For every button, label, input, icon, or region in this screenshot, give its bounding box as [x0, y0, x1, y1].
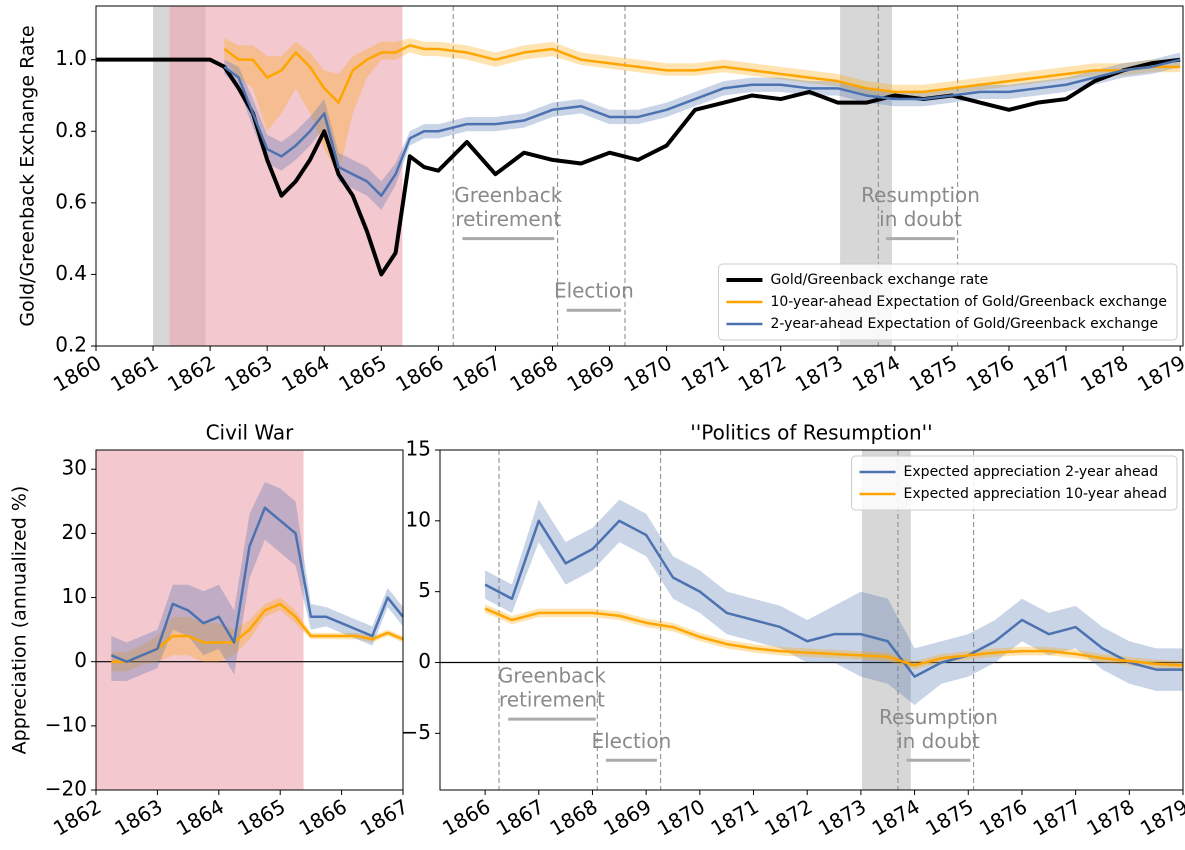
panel-title: ''Politics of Resumption''	[690, 421, 932, 445]
x-tick-label: 1862	[49, 794, 105, 840]
y-tick-label: 5	[418, 578, 431, 602]
legend-box	[851, 455, 1178, 511]
annotation-text: in doubt	[879, 207, 962, 231]
confidence-band	[224, 38, 1181, 175]
y-tick-label: 15	[406, 437, 431, 461]
annotation-text: Election	[591, 729, 671, 753]
panel-title: Civil War	[206, 421, 295, 445]
axes-frame	[95, 5, 1184, 347]
y-tick-label: 20	[62, 520, 87, 544]
series-line	[96, 57, 1181, 277]
y-tick-label: −10	[45, 712, 87, 736]
annotation-text: Resumption	[861, 183, 980, 207]
x-tick-label: 1864	[172, 794, 228, 840]
x-tick-label: 1870	[620, 350, 676, 396]
y-tick-label: 0	[74, 648, 87, 672]
y-tick-label: 1.0	[55, 46, 87, 70]
x-tick-label: 1863	[111, 794, 167, 840]
x-tick-label: 1867	[356, 794, 412, 840]
panel: 1862 1863 1864 1865 1866 1867 −20 −10 0 10 20 30 App…	[9, 421, 413, 841]
axes-frame	[95, 449, 404, 791]
x-tick-label: 1865	[233, 794, 289, 840]
annotation-text: Greenback	[454, 183, 563, 207]
annotation-text: retirement	[499, 688, 605, 712]
x-tick-label: 1863	[220, 350, 276, 396]
x-tick-label: 1874	[868, 794, 924, 840]
x-tick-label: 1866	[438, 794, 494, 840]
axes-frame	[439, 449, 1184, 791]
x-tick-label: 1873	[814, 794, 870, 840]
x-tick-label: 1872	[760, 794, 816, 840]
x-tick-label: 1877	[1019, 350, 1075, 396]
y-tick-label: 0.2	[55, 333, 87, 357]
x-tick-label: 1879	[1133, 350, 1185, 396]
confidence-band	[111, 482, 403, 681]
x-tick-label: 1864	[277, 350, 333, 396]
x-tick-label: 1876	[962, 350, 1018, 396]
y-tick-label: −5	[402, 720, 431, 744]
x-tick-label: 1879	[1136, 794, 1185, 840]
y-tick-label: 30	[62, 456, 87, 480]
series-line	[223, 44, 1181, 104]
confidence-band	[224, 52, 1181, 210]
x-tick-label: 1876	[975, 794, 1031, 840]
x-tick-label: 1871	[707, 794, 763, 840]
annotation-text: in doubt	[897, 729, 980, 753]
series-line	[484, 519, 1183, 678]
annotation-text: Greenback	[498, 664, 607, 688]
legend-label: 2-year-ahead Expectation of Gold/Greenba…	[770, 316, 1158, 332]
x-tick-label: 1868	[546, 794, 602, 840]
x-tick-label: 1866	[392, 350, 448, 396]
annotation-text: Resumption	[879, 705, 998, 729]
x-tick-label: 1867	[492, 794, 548, 840]
confidence-band	[485, 499, 1184, 705]
panel: 1866186718681869187018711872187318741875…	[402, 421, 1185, 841]
x-tick-label: 1867	[449, 350, 505, 396]
annotation-text: retirement	[455, 207, 561, 231]
x-tick-label: 1872	[734, 350, 790, 396]
panel: 1860 1861 1862 1863 1864 1865 1866 1867 1868 1869…	[17, 5, 1185, 397]
legend: Gold/Greenback exchange rate 10-year-ahea…	[717, 263, 1178, 341]
x-tick-label: 1877	[1029, 794, 1085, 840]
x-tick-label: 1868	[506, 350, 562, 396]
y-tick-label: 0.4	[55, 261, 87, 285]
y-tick-label: 0	[418, 649, 431, 673]
confidence-band	[111, 597, 403, 672]
y-axis-label: Gold/Greenback Exchange Rate	[17, 25, 39, 326]
x-tick-label: 1874	[848, 350, 904, 396]
series-line	[111, 602, 404, 663]
legend-box	[717, 263, 1178, 341]
legend-label: Expected appreciation 10-year ahead	[904, 486, 1167, 502]
series-line	[110, 506, 404, 663]
x-tick-label: 1875	[905, 350, 961, 396]
x-tick-label: 1871	[677, 350, 733, 396]
x-tick-label: 1860	[49, 350, 105, 396]
x-tick-label: 1865	[334, 350, 390, 396]
x-tick-label: 1878	[1076, 350, 1132, 396]
x-tick-label: 1861	[106, 350, 162, 396]
legend-label: Expected appreciation 2-year ahead	[904, 464, 1159, 480]
y-tick-label: −20	[45, 777, 87, 801]
x-tick-label: 1873	[791, 350, 847, 396]
legend-label: Gold/Greenback exchange rate	[770, 272, 988, 288]
y-tick-label: 0.6	[55, 189, 87, 213]
y-tick-label: 10	[62, 584, 87, 608]
x-tick-label: 1866	[295, 794, 351, 840]
y-tick-label: 10	[406, 507, 431, 531]
y-axis-label: Appreciation (annualized %)	[9, 486, 31, 755]
legend-label: 10-year-ahead Expectation of Gold/Greenb…	[770, 294, 1167, 310]
annotation-text: Election	[554, 279, 634, 303]
legend: Expected appreciation 2-year ahead Expect…	[851, 455, 1178, 511]
x-tick-label: 1862	[163, 350, 219, 396]
series-line	[484, 607, 1184, 667]
x-tick-label: 1870	[653, 794, 709, 840]
x-tick-label: 1875	[921, 794, 977, 840]
x-tick-label: 1869	[563, 350, 619, 396]
x-tick-label: 1869	[599, 794, 655, 840]
confidence-band	[485, 604, 1184, 670]
x-tick-label: 1878	[1082, 794, 1138, 840]
series-line	[223, 58, 1181, 197]
y-tick-label: 0.8	[55, 118, 87, 142]
